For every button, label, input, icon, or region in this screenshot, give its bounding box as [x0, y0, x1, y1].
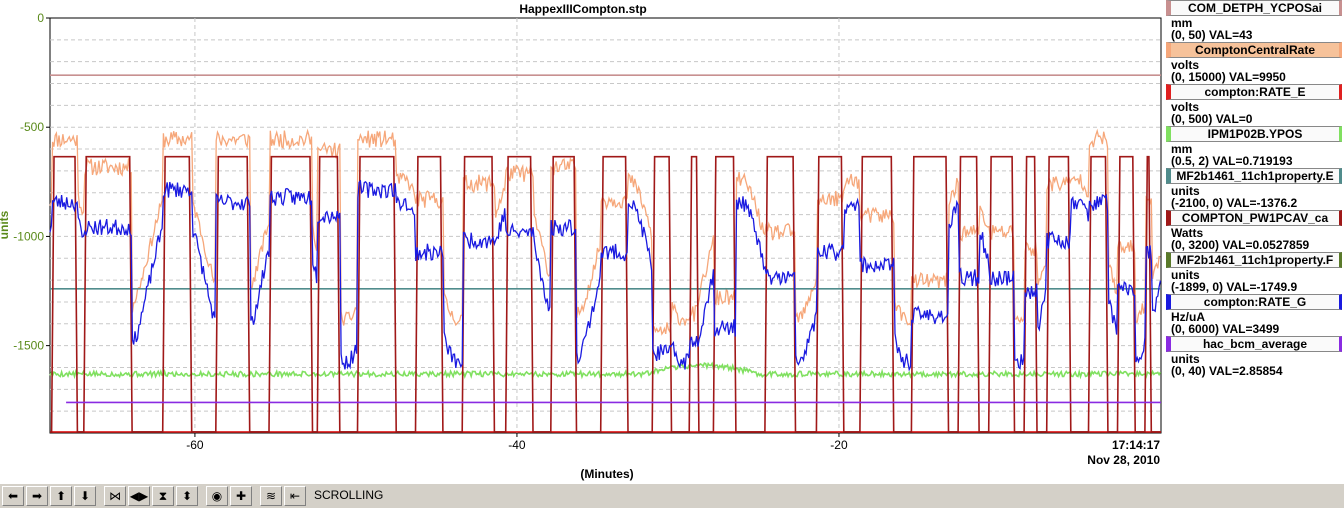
chart-title: HappexIIICompton.stp — [519, 2, 646, 16]
legend-range-value: (0, 3200) VAL=0.0527859 — [1171, 238, 1310, 252]
auto-scale-icon[interactable]: ◉ — [206, 486, 228, 506]
scroll-up-icon[interactable]: ⬆ — [50, 486, 72, 506]
legend-range-value: (0, 500) VAL=0 — [1171, 112, 1253, 126]
scroll-status: SCROLLING — [314, 488, 384, 502]
scroll-down-icon[interactable]: ⬇ — [74, 486, 96, 506]
grid-lines — [50, 18, 1161, 433]
zoom-out-horizontal-icon[interactable]: ◀▶ — [128, 486, 150, 506]
legend-range-value: (0, 6000) VAL=3499 — [1171, 322, 1280, 336]
zoom-in-horizontal-icon[interactable]: ⋈ — [104, 486, 126, 506]
legend-unit: Watts — [1171, 226, 1204, 240]
toggle-scroll-icon[interactable]: ≋ — [260, 486, 282, 506]
scroll-right-icon[interactable]: ➡ — [26, 486, 48, 506]
legend-pv-name[interactable]: compton:RATE_G — [1166, 294, 1342, 310]
legend-item[interactable]: MF2b1461_11ch1property.F units (-1899, 0) … — [1166, 252, 1344, 294]
date-readout: Nov 28, 2010 — [1087, 453, 1160, 467]
zoom-in-vertical-icon[interactable]: ⧗ — [152, 486, 174, 506]
legend-pv-name[interactable]: COMPTON_PW1PCAV_ca — [1166, 210, 1342, 226]
legend-unit: units — [1171, 268, 1200, 282]
x-tick-label: -40 — [508, 438, 526, 452]
add-pv-icon[interactable]: ✚ — [230, 486, 252, 506]
legend-pv-name[interactable]: MF2b1461_11ch1property.F — [1166, 252, 1342, 268]
legend-unit: Hz/uA — [1171, 310, 1205, 324]
axis-ticks: 0 -500 -1000 -1500 -60 -40 -20 — [13, 11, 848, 452]
strip-chart[interactable]: HappexIIICompton.stp 0 -500 -1000 -1500 -60 -… — [0, 0, 1166, 483]
legend-pv-name[interactable]: MF2b1461_11ch1property.E — [1166, 168, 1342, 184]
legend-unit: volts — [1171, 58, 1200, 72]
y-tick-label: -500 — [20, 120, 44, 134]
legend-item[interactable]: compton:RATE_G Hz/uA (0, 6000) VAL=3499 — [1166, 294, 1344, 336]
legend: COM_DETPH_YCPOSai mm (0, 50) VAL=43 Compton… — [1166, 0, 1344, 378]
series-traces — [49, 74, 1162, 433]
legend-unit: units — [1171, 184, 1200, 198]
legend-item[interactable]: COM_DETPH_YCPOSai mm (0, 50) VAL=43 — [1166, 0, 1344, 42]
y-tick-label: 0 — [37, 11, 44, 25]
legend-unit: volts — [1171, 100, 1200, 114]
legend-pv-name[interactable]: COM_DETPH_YCPOSai — [1166, 0, 1342, 16]
x-tick-label: -60 — [186, 438, 204, 452]
y-axis-label: units — [0, 210, 11, 239]
legend-pv-name[interactable]: compton:RATE_E — [1166, 84, 1342, 100]
series-line — [49, 361, 1162, 380]
legend-range-value: (0, 50) VAL=43 — [1171, 28, 1253, 42]
legend-unit: mm — [1171, 142, 1193, 156]
legend-item[interactable]: MF2b1461_11ch1property.E units (-2100, 0) … — [1166, 168, 1344, 210]
legend-item[interactable]: compton:RATE_E volts (0, 500) VAL=0 — [1166, 84, 1344, 126]
scroll-left-icon[interactable]: ⬅ — [2, 486, 24, 506]
series-line — [49, 128, 1161, 336]
back-to-now-icon[interactable]: ⇤ — [284, 486, 306, 506]
legend-range-value: (0.5, 2) VAL=0.719193 — [1171, 154, 1293, 168]
toolbar: SCROLLING ⬅ ➡ ⬆ ⬇ ⋈ ◀▶ ⧗ ⬍ ◉ ✚ ≋ ⇤ — [0, 483, 1344, 508]
legend-range-value: (0, 15000) VAL=9950 — [1171, 70, 1286, 84]
legend-pv-name[interactable]: hac_bcm_average — [1166, 336, 1342, 352]
x-axis-label: (Minutes) — [580, 467, 633, 481]
legend-unit: units — [1171, 352, 1200, 366]
zoom-out-vertical-icon[interactable]: ⬍ — [176, 486, 198, 506]
series-line — [49, 179, 1162, 372]
x-tick-label: -20 — [830, 438, 848, 452]
legend-item[interactable]: hac_bcm_average units (0, 40) VAL=2.85854 — [1166, 336, 1344, 378]
time-readout: 17:14:17 — [1112, 438, 1160, 452]
legend-pv-name[interactable]: IPM1P02B.YPOS — [1166, 126, 1342, 142]
legend-pv-name[interactable]: ComptonCentralRate — [1166, 42, 1342, 58]
legend-item[interactable]: IPM1P02B.YPOS mm (0.5, 2) VAL=0.719193 — [1166, 126, 1344, 168]
y-tick-label: -1500 — [13, 339, 44, 353]
legend-range-value: (-2100, 0) VAL=-1376.2 — [1171, 196, 1298, 210]
legend-range-value: (-1899, 0) VAL=-1749.9 — [1171, 280, 1298, 294]
plot-area[interactable] — [49, 17, 1162, 434]
legend-unit: mm — [1171, 16, 1193, 30]
y-tick-label: -1000 — [13, 229, 44, 243]
legend-item[interactable]: ComptonCentralRate volts (0, 15000) VAL=99… — [1166, 42, 1344, 84]
legend-item[interactable]: COMPTON_PW1PCAV_ca Watts (0, 3200) VAL=0.0… — [1166, 210, 1344, 252]
legend-range-value: (0, 40) VAL=2.85854 — [1171, 364, 1283, 378]
